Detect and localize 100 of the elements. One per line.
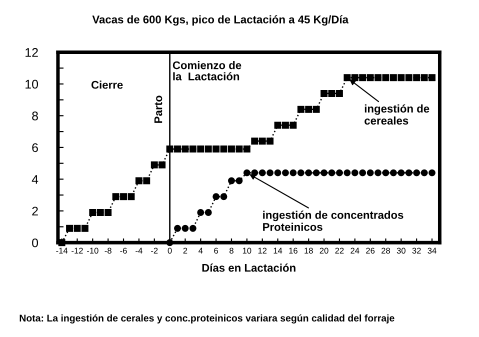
point xyxy=(374,74,382,82)
point xyxy=(243,146,250,152)
x-tick-label: 8 xyxy=(230,248,234,254)
point xyxy=(274,169,282,176)
point xyxy=(197,146,204,152)
point xyxy=(120,193,127,200)
point xyxy=(212,193,220,200)
point xyxy=(390,169,397,176)
point xyxy=(390,74,397,82)
point xyxy=(351,169,358,176)
text: Nota: La ingestión de cerales y conc.proteinicos variara según calidad del forraje xyxy=(20,314,394,324)
x-axis-title: Días en Lactación xyxy=(202,264,296,272)
point xyxy=(320,169,328,176)
y-tick-label: 0 xyxy=(32,238,38,248)
point xyxy=(359,169,366,176)
point xyxy=(143,177,150,184)
point xyxy=(398,169,405,176)
point xyxy=(366,74,374,82)
point xyxy=(251,138,258,145)
annotation: Cierre xyxy=(91,80,123,89)
point xyxy=(274,122,282,129)
point xyxy=(243,169,250,176)
point xyxy=(228,146,235,152)
point xyxy=(135,177,142,184)
y-tick-label: 2 xyxy=(32,206,38,216)
y-tick-label: 6 xyxy=(32,143,38,152)
point xyxy=(366,169,374,176)
x-tick-label: -14 xyxy=(56,248,68,254)
point xyxy=(158,161,166,168)
x-tick-label: -2 xyxy=(151,248,158,254)
point xyxy=(236,146,243,152)
point xyxy=(220,193,228,200)
annotation: Comienzo de la Lactación xyxy=(172,61,242,80)
x-tick-label: 12 xyxy=(258,248,267,254)
point xyxy=(104,209,112,216)
point xyxy=(290,169,297,176)
point xyxy=(336,169,343,176)
y-tick-label: 10 xyxy=(26,80,38,89)
x-tick-label: 20 xyxy=(320,248,328,254)
point xyxy=(344,169,351,176)
x-tick-label: -8 xyxy=(104,248,112,254)
annotation: ingestión de cereales xyxy=(364,104,430,125)
point xyxy=(382,169,390,176)
point xyxy=(182,224,189,232)
point xyxy=(258,138,266,145)
point xyxy=(89,209,96,216)
point xyxy=(128,193,135,200)
point xyxy=(336,90,343,97)
x-tick-label: -6 xyxy=(120,248,127,254)
point xyxy=(282,122,289,129)
point xyxy=(328,169,336,176)
point xyxy=(212,146,220,152)
point xyxy=(428,169,436,176)
x-tick-label: 10 xyxy=(242,248,252,254)
point xyxy=(328,90,336,97)
x-tick-label: 6 xyxy=(214,248,218,254)
point xyxy=(220,146,228,152)
point xyxy=(374,169,382,176)
x-tick-label: 2 xyxy=(183,248,188,254)
annotation: ingestión de concentrados Proteinicos xyxy=(263,210,404,231)
point xyxy=(428,74,436,82)
y-tick-label: 4 xyxy=(32,175,38,184)
point xyxy=(290,122,297,129)
x-tick-label: -12 xyxy=(72,248,83,254)
x-tick-label: 16 xyxy=(289,248,298,254)
point xyxy=(413,169,420,176)
x-tick-label: 32 xyxy=(412,248,421,254)
point xyxy=(351,74,358,82)
point xyxy=(312,106,320,113)
point xyxy=(204,146,212,152)
point xyxy=(282,169,289,176)
x-tick-label: -4 xyxy=(136,248,142,254)
point xyxy=(359,74,366,82)
point xyxy=(320,90,328,97)
ref-line-label: Parto xyxy=(154,96,162,123)
point xyxy=(258,169,266,176)
point xyxy=(266,138,274,145)
point xyxy=(174,146,181,152)
point xyxy=(405,169,412,176)
point xyxy=(189,146,196,152)
point xyxy=(189,224,196,232)
x-tick-label: 22 xyxy=(335,248,344,254)
point xyxy=(405,74,412,82)
point xyxy=(297,169,304,176)
point xyxy=(420,169,428,176)
point xyxy=(81,224,88,232)
point xyxy=(174,224,181,232)
point xyxy=(312,169,320,176)
point xyxy=(236,177,243,184)
point xyxy=(150,161,158,168)
x-tick-label: 34 xyxy=(428,248,436,254)
point xyxy=(297,106,304,113)
x-tick-label: 0 xyxy=(168,248,172,254)
point xyxy=(204,209,212,216)
x-tick-label: 24 xyxy=(350,248,360,254)
point xyxy=(74,224,81,232)
point xyxy=(344,74,351,82)
point xyxy=(413,74,420,82)
point xyxy=(197,209,204,216)
point xyxy=(266,169,274,176)
